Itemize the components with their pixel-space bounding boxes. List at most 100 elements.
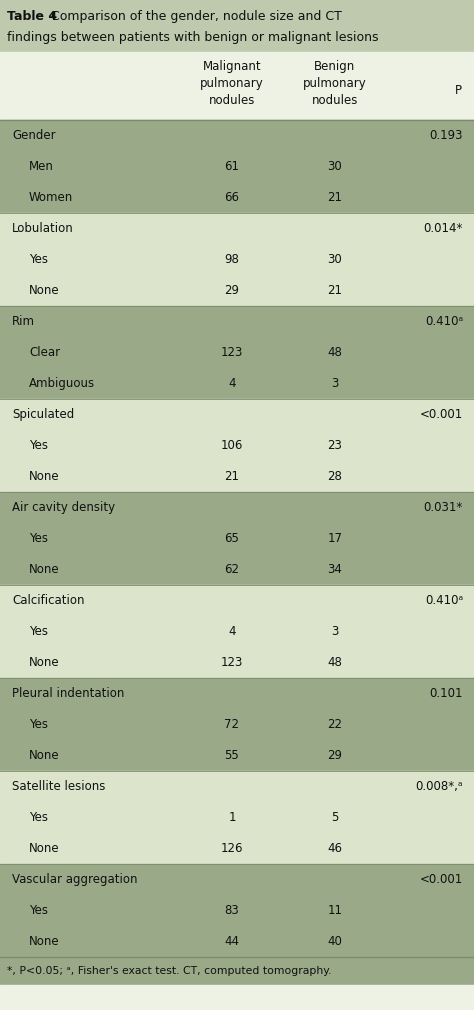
Text: 1: 1 <box>228 811 236 824</box>
Bar <box>0 523 474 554</box>
Text: 22: 22 <box>328 718 343 731</box>
Text: 83: 83 <box>225 904 239 917</box>
Bar <box>0 52 474 120</box>
Text: 28: 28 <box>328 470 342 483</box>
Bar <box>0 554 474 585</box>
Text: 48: 48 <box>328 346 342 359</box>
Text: None: None <box>29 563 60 576</box>
Text: 126: 126 <box>221 842 243 855</box>
Text: 44: 44 <box>225 935 239 948</box>
Text: 48: 48 <box>328 656 342 669</box>
Text: 0.014*: 0.014* <box>424 222 463 235</box>
Bar <box>0 740 474 771</box>
Bar <box>0 678 474 709</box>
Text: 0.031*: 0.031* <box>424 501 463 514</box>
Text: 65: 65 <box>225 532 239 545</box>
Text: 21: 21 <box>328 284 343 297</box>
Text: 0.101: 0.101 <box>429 687 463 700</box>
Text: 34: 34 <box>328 563 342 576</box>
Text: None: None <box>29 470 60 483</box>
Text: Table 4: Table 4 <box>7 10 57 23</box>
Text: 29: 29 <box>225 284 239 297</box>
Bar <box>0 833 474 864</box>
Text: 55: 55 <box>225 749 239 762</box>
Text: 4: 4 <box>228 625 236 638</box>
Bar <box>0 585 474 616</box>
Bar <box>0 985 474 1010</box>
Text: Vascular aggregation: Vascular aggregation <box>12 873 137 886</box>
Bar <box>0 120 474 152</box>
Bar <box>0 492 474 523</box>
Bar <box>0 399 474 430</box>
Text: Gender: Gender <box>12 129 55 142</box>
Text: None: None <box>29 749 60 762</box>
Text: Calcification: Calcification <box>12 594 84 607</box>
Text: 62: 62 <box>225 563 239 576</box>
Text: Spiculated: Spiculated <box>12 408 74 421</box>
Bar <box>0 895 474 926</box>
Bar <box>0 926 474 957</box>
Text: findings between patients with benign or malignant lesions: findings between patients with benign or… <box>7 31 379 44</box>
Bar <box>0 182 474 213</box>
Text: 98: 98 <box>225 252 239 266</box>
Bar <box>0 709 474 740</box>
Text: 66: 66 <box>225 191 239 204</box>
Text: Comparison of the gender, nodule size and CT: Comparison of the gender, nodule size an… <box>47 10 342 23</box>
Bar <box>0 647 474 678</box>
Text: 11: 11 <box>328 904 343 917</box>
Text: None: None <box>29 842 60 855</box>
Bar <box>0 771 474 802</box>
Text: *, P<0.05; ᵃ, Fisher's exact test. CT, computed tomography.: *, P<0.05; ᵃ, Fisher's exact test. CT, c… <box>7 966 331 976</box>
Text: Yes: Yes <box>29 904 48 917</box>
Text: 0.410ᵃ: 0.410ᵃ <box>425 594 463 607</box>
Text: Men: Men <box>29 160 54 173</box>
Bar <box>0 461 474 492</box>
Text: 0.008*,ᵃ: 0.008*,ᵃ <box>416 780 463 793</box>
Text: 72: 72 <box>225 718 239 731</box>
Bar <box>0 337 474 368</box>
Text: Clear: Clear <box>29 346 60 359</box>
Text: Yes: Yes <box>29 811 48 824</box>
Text: Pleural indentation: Pleural indentation <box>12 687 124 700</box>
Text: 123: 123 <box>221 656 243 669</box>
Text: 40: 40 <box>328 935 342 948</box>
Text: Yes: Yes <box>29 439 48 452</box>
Text: 123: 123 <box>221 346 243 359</box>
Bar <box>0 368 474 399</box>
Text: 29: 29 <box>328 749 343 762</box>
Text: 5: 5 <box>331 811 339 824</box>
Text: Yes: Yes <box>29 252 48 266</box>
Bar <box>0 957 474 985</box>
Bar <box>0 306 474 337</box>
Text: 0.410ᵃ: 0.410ᵃ <box>425 315 463 328</box>
Bar <box>0 802 474 833</box>
Text: 23: 23 <box>328 439 342 452</box>
Bar <box>0 864 474 895</box>
Text: Yes: Yes <box>29 625 48 638</box>
Text: None: None <box>29 284 60 297</box>
Text: Yes: Yes <box>29 532 48 545</box>
Bar <box>0 152 474 182</box>
Text: 106: 106 <box>221 439 243 452</box>
Text: 3: 3 <box>331 377 339 390</box>
Text: 30: 30 <box>328 160 342 173</box>
Bar <box>0 213 474 244</box>
Text: Satellite lesions: Satellite lesions <box>12 780 105 793</box>
Text: <0.001: <0.001 <box>420 408 463 421</box>
Text: 21: 21 <box>225 470 239 483</box>
Text: 17: 17 <box>328 532 343 545</box>
Text: Air cavity density: Air cavity density <box>12 501 115 514</box>
Bar <box>0 244 474 275</box>
Bar <box>0 616 474 647</box>
Bar <box>0 275 474 306</box>
Text: 61: 61 <box>225 160 239 173</box>
Text: Lobulation: Lobulation <box>12 222 74 235</box>
Text: Malignant
pulmonary
nodules: Malignant pulmonary nodules <box>200 60 264 107</box>
Text: Women: Women <box>29 191 73 204</box>
Text: 21: 21 <box>328 191 343 204</box>
Text: None: None <box>29 656 60 669</box>
Text: 46: 46 <box>328 842 343 855</box>
Text: Rim: Rim <box>12 315 35 328</box>
Bar <box>0 430 474 461</box>
Text: P: P <box>455 84 462 97</box>
